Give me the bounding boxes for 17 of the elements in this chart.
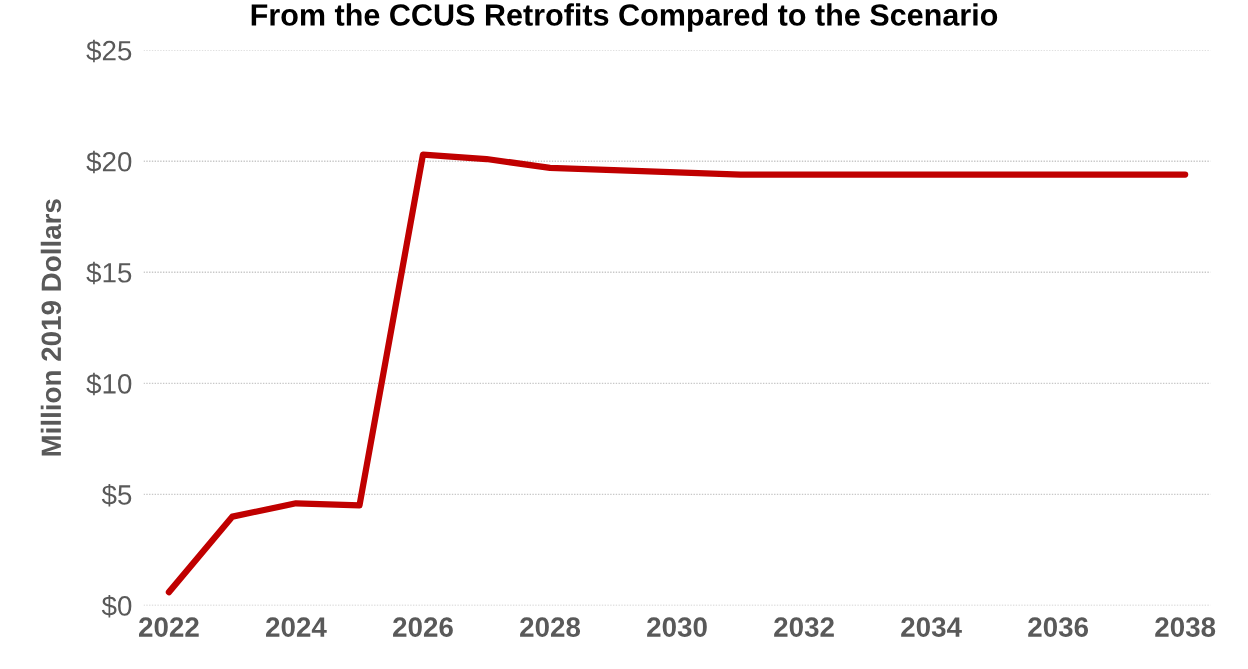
y-tick-label: $5 <box>101 483 132 507</box>
y-tick-label: $20 <box>86 150 132 174</box>
x-tick-label: 2032 <box>774 617 834 637</box>
x-tick-label: 2034 <box>901 617 962 637</box>
y-tick-label: $25 <box>86 39 132 63</box>
x-tick-label: 2026 <box>393 617 453 637</box>
chart-title: From the CCUS Retrofits Compared to the Scenario <box>251 3 998 32</box>
x-tick-label: 2036 <box>1028 617 1089 637</box>
x-tick-label: 2022 <box>139 617 199 637</box>
y-tick-label: $10 <box>86 372 132 396</box>
y-axis-title: Million 2019 Dollars <box>40 199 62 456</box>
x-tick-label: 2028 <box>520 617 581 637</box>
y-tick-label: $0 <box>101 594 132 618</box>
x-tick-label: 2038 <box>1155 617 1216 637</box>
x-tick-label: 2024 <box>266 617 327 637</box>
x-tick-label: 2030 <box>647 617 707 637</box>
y-tick-label: $15 <box>86 261 132 285</box>
